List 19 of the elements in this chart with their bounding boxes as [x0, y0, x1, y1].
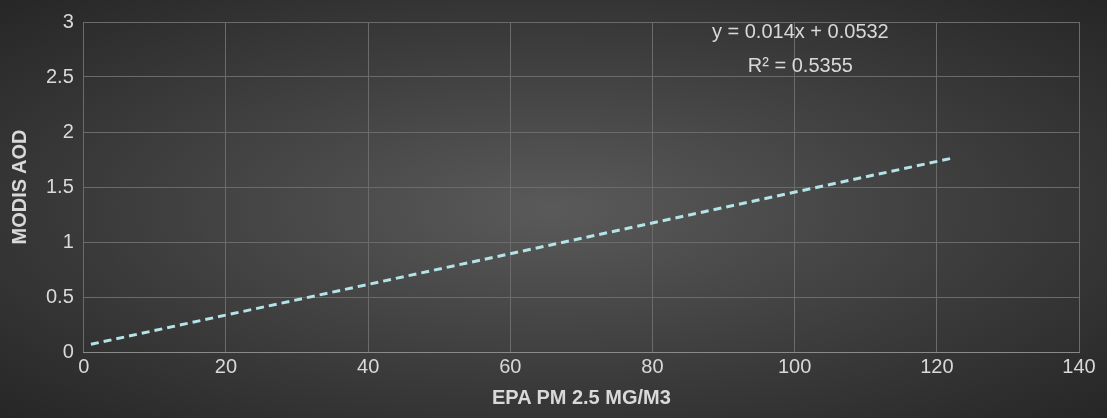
y-tick-label: 2.5	[45, 64, 74, 87]
x-tick-label: 0	[78, 354, 90, 377]
y-tick-label: 0	[62, 339, 74, 362]
y-tick-label: 0.5	[45, 284, 74, 307]
x-axis-title: EPA PM 2.5 MG/M3	[491, 385, 671, 408]
x-tick-label: 60	[499, 354, 522, 377]
y-tick-label: 1	[62, 229, 74, 252]
x-tick-label: 20	[214, 354, 238, 377]
y-tick-label: 1.5	[45, 174, 74, 197]
y-tick-label: 3	[62, 9, 74, 32]
y-tick-label: 2	[62, 119, 74, 142]
x-tick-label: 100	[777, 354, 812, 377]
x-tick-label: 120	[920, 354, 954, 377]
annotation: R² = 0.5355	[747, 53, 853, 76]
x-tick-label: 40	[357, 354, 380, 377]
annotation: y = 0.014x + 0.0532	[711, 19, 889, 42]
x-tick-label: 140	[1062, 354, 1096, 377]
y-axis-title: MODIS AOD	[7, 129, 30, 245]
x-tick-label: 80	[641, 354, 664, 377]
